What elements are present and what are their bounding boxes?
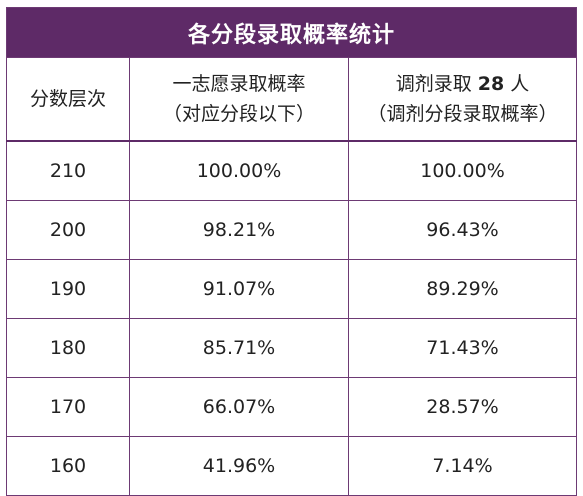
adjusted-cell: 71.43% [347,318,578,378]
header-score-level-label: 分数层次 [29,88,106,110]
first-choice-cell: 100.00% [129,140,349,201]
header-first-choice-line1: 一志愿录取概率 [172,73,306,95]
table-row: 160 41.96% 7.14% [6,436,578,496]
score-cell: 160 [6,436,130,496]
adjusted-cell: 7.14% [347,436,578,496]
header-first-choice-line2: （对应分段以下） [162,103,315,125]
first-choice-cell: 66.07% [129,377,349,437]
score-cell: 190 [6,259,130,319]
adjusted-cell: 28.57% [347,377,578,437]
header-adjusted-prefix: 调剂录取 [395,73,472,95]
probability-table-container: 各分段录取概率统计 分数层次 一志愿录取概率 （对应分段以下） 调剂录取 28 … [5,7,578,496]
header-adjusted: 调剂录取 28 人 （调剂分段录取概率） [347,57,578,142]
adjusted-cell: 100.00% [347,140,578,201]
table-row: 180 85.71% 71.43% [6,318,578,378]
first-choice-cell: 85.71% [129,318,349,378]
adjusted-cell: 89.29% [347,259,578,319]
header-adjusted-count: 28 [477,73,505,95]
table-title: 各分段录取概率统计 [5,7,578,58]
table-row: 210 100.00% 100.00% [6,140,578,201]
header-row: 分数层次 一志愿录取概率 （对应分段以下） 调剂录取 28 人 （调剂分段录取概… [6,57,578,142]
table-row: 170 66.07% 28.57% [6,377,578,437]
table-row: 200 98.21% 96.43% [6,200,578,260]
score-cell: 170 [6,377,130,437]
probability-table: 各分段录取概率统计 分数层次 一志愿录取概率 （对应分段以下） 调剂录取 28 … [5,7,578,496]
first-choice-cell: 91.07% [129,259,349,319]
header-score-level: 分数层次 [6,57,130,142]
header-first-choice: 一志愿录取概率 （对应分段以下） [129,57,349,142]
score-cell: 180 [6,318,130,378]
score-cell: 200 [6,200,130,260]
header-adjusted-suffix: 人 [510,73,530,95]
header-adjusted-line1: 调剂录取 28 人 [350,69,575,99]
first-choice-cell: 41.96% [129,436,349,496]
first-choice-cell: 98.21% [129,200,349,260]
score-cell: 210 [6,140,130,201]
adjusted-cell: 96.43% [347,200,578,260]
table-row: 190 91.07% 89.29% [6,259,578,319]
header-adjusted-line2: （调剂分段录取概率） [367,103,558,125]
